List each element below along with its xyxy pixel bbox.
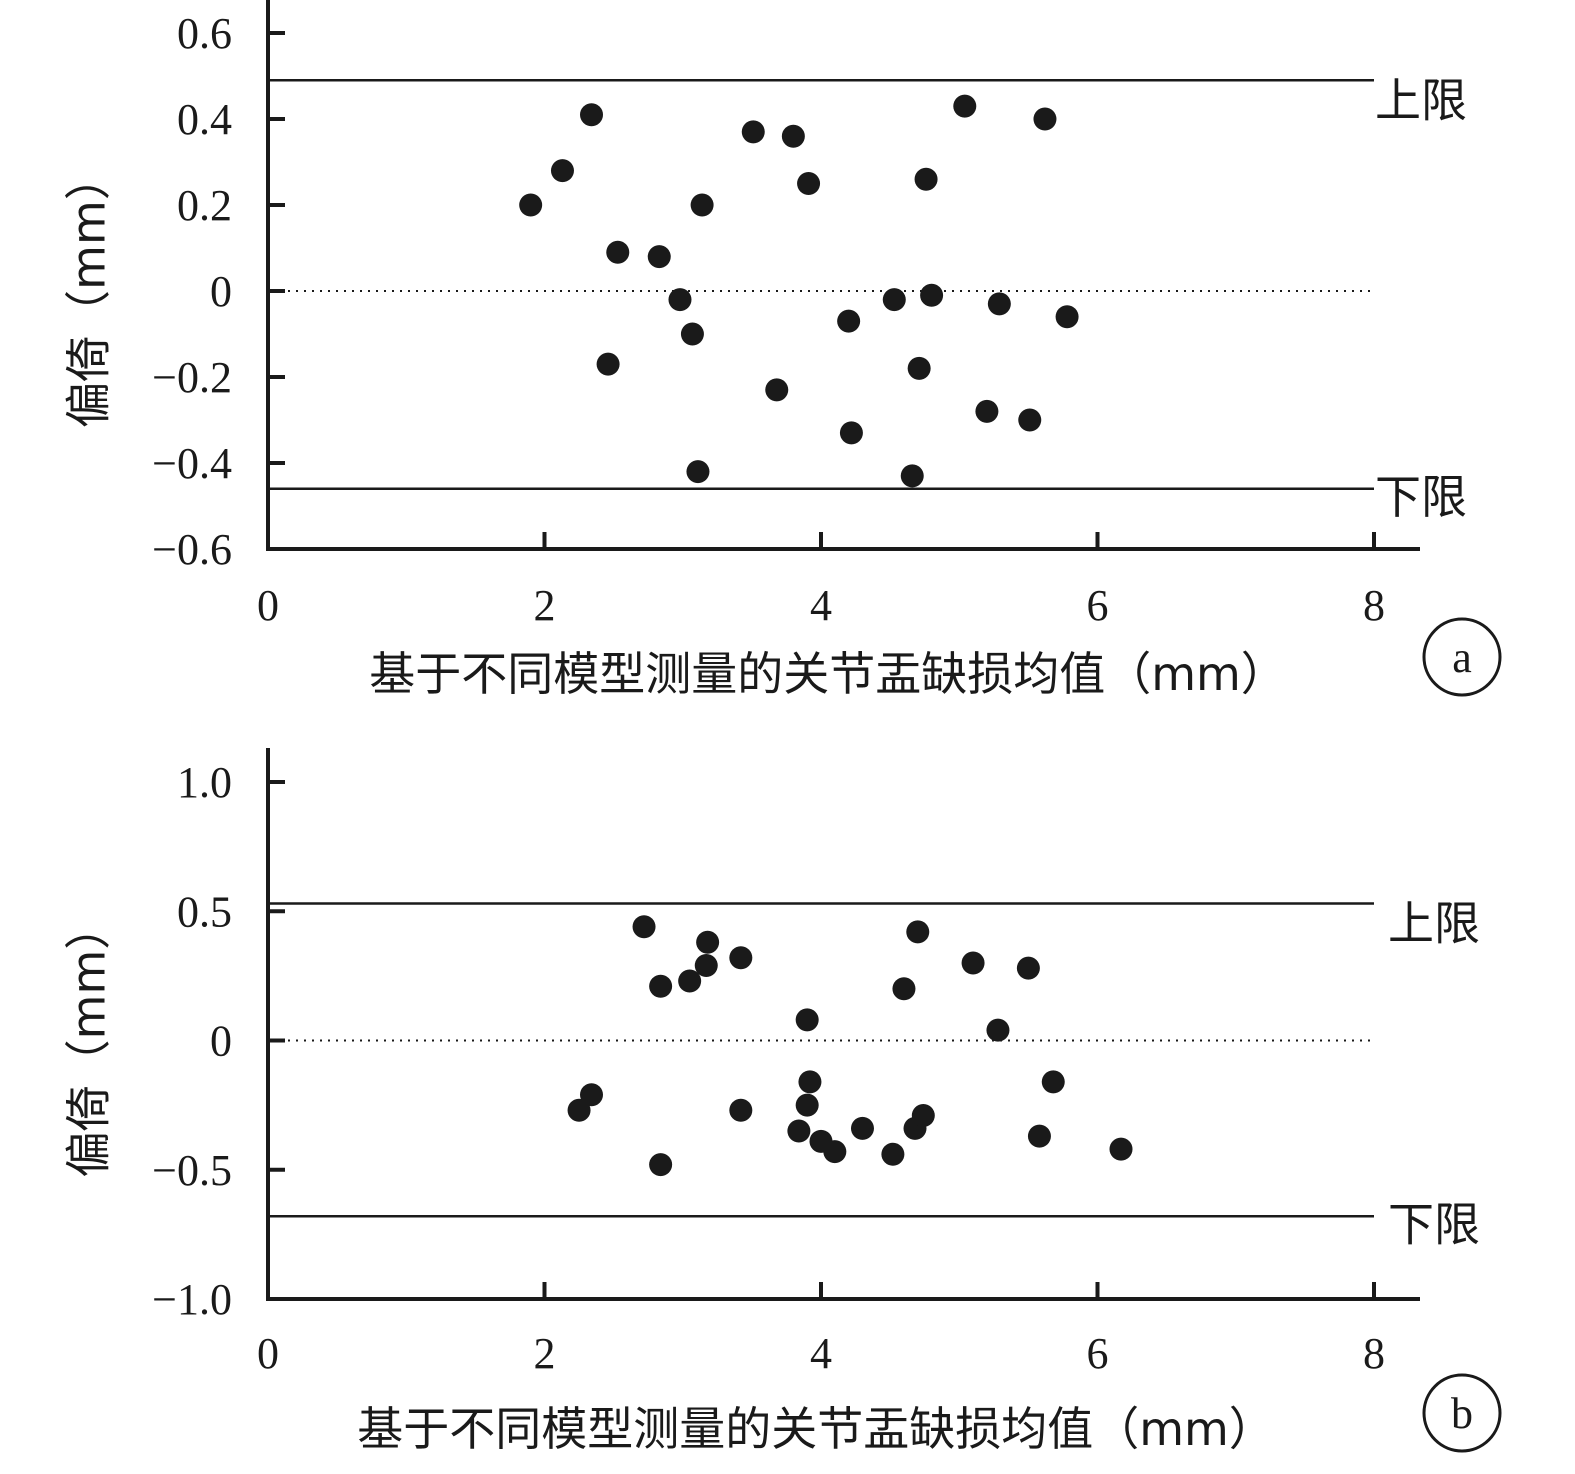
y-tick-label: 0.2 [177,181,232,230]
x-tick-label: 0 [257,1329,279,1378]
data-point [606,240,630,264]
y-tick-label: 0.4 [177,95,232,144]
y-tick-label: −1.0 [152,1275,232,1324]
y-tick-label: −0.4 [152,439,232,488]
data-point [680,322,704,346]
data-point [580,103,604,127]
x-tick-label: 6 [1087,1329,1109,1378]
data-point [961,951,985,975]
data-point [900,464,924,488]
data-point [696,930,720,954]
data-point [729,946,753,970]
x-tick-label: 2 [534,1329,556,1378]
data-point [1033,107,1057,131]
panel-a: 0.6 0.4 0.2 0 −0.2 −0.4 −0.6 0 2 4 6 8 上限下限基于不同模型测量的… [62,0,1502,701]
data-point [798,1070,822,1094]
x-tick-label: 4 [810,1329,832,1378]
upper-limit-label: 上限 [1388,896,1480,950]
y-tick-label: 0.6 [177,9,232,58]
data-point [987,292,1011,316]
upper-limit-label: 上限 [1375,73,1467,127]
data-point [920,283,944,307]
y-tick-label: 0 [210,1017,232,1066]
data-point [882,288,906,312]
data-point [729,1098,753,1122]
data-point [1018,408,1042,432]
data-point [1027,1124,1051,1148]
data-point [580,1083,604,1107]
data-point [907,356,931,380]
data-point [892,977,916,1001]
x-tick-label: 8 [1363,1329,1385,1378]
y-tick-label: 1.0 [177,758,232,807]
data-point [519,193,543,217]
data-point [914,167,938,191]
data-point [647,245,671,269]
x-tick-label: 0 [257,581,279,630]
y-tick-label: 0.5 [177,887,232,936]
data-point [678,969,702,993]
x-axis-label: 基于不同模型测量的关节盂缺损均值（mm） [357,1402,1275,1456]
data-point [550,159,574,183]
data-point [823,1140,847,1164]
data-point [953,94,977,118]
data-point [797,172,821,195]
data-point [567,1098,591,1122]
panel-b: 1.0 0.5 0 −0.5 −1.0 0 2 4 6 8 上限下限基于不同模型测量的关节盂缺损均值… [62,748,1502,1456]
data-point [986,1018,1010,1042]
data-point [781,124,805,148]
data-point [837,309,861,333]
data-point [668,288,692,312]
data-point [694,954,718,978]
data-point [795,1093,819,1117]
y-tick-label: 0 [210,267,232,316]
data-point [765,378,789,402]
data-point [881,1142,905,1166]
x-tick-label: 4 [810,581,832,630]
data-point [649,974,673,998]
data-point [1055,305,1079,329]
data-point [686,460,710,484]
lower-limit-label: 下限 [1375,470,1467,524]
data-point [632,915,656,939]
x-tick-label: 2 [534,581,556,630]
y-tick-label: −0.5 [152,1146,232,1195]
y-axis-label: 偏倚（mm） [62,154,116,428]
data-point [787,1119,811,1143]
data-point [975,399,999,423]
data-point [741,120,765,144]
data-point [1109,1137,1133,1161]
panel-badge-circle [1422,1373,1502,1453]
x-axis-label: 基于不同模型测量的关节盂缺损均值（mm） [369,647,1287,701]
x-tick-label: 6 [1087,581,1109,630]
data-point [911,1103,935,1127]
data-point [795,1008,819,1032]
lower-limit-label: 下限 [1388,1197,1480,1251]
data-point [649,1153,673,1177]
y-axis-label: 偏倚（mm） [62,904,116,1178]
x-tick-label: 8 [1363,581,1385,630]
panel-badge-circle [1422,617,1502,697]
data-point [596,352,620,376]
y-tick-label: −0.6 [152,525,232,574]
data-point [1016,956,1040,980]
y-tick-label: −0.2 [152,353,232,402]
data-point [1041,1070,1065,1094]
data-point [850,1116,874,1140]
data-point [906,920,930,944]
panel-badge-label: a [1452,633,1472,682]
panel-badge-label: b [1451,1389,1473,1438]
data-point [839,421,863,445]
data-point [690,193,714,217]
